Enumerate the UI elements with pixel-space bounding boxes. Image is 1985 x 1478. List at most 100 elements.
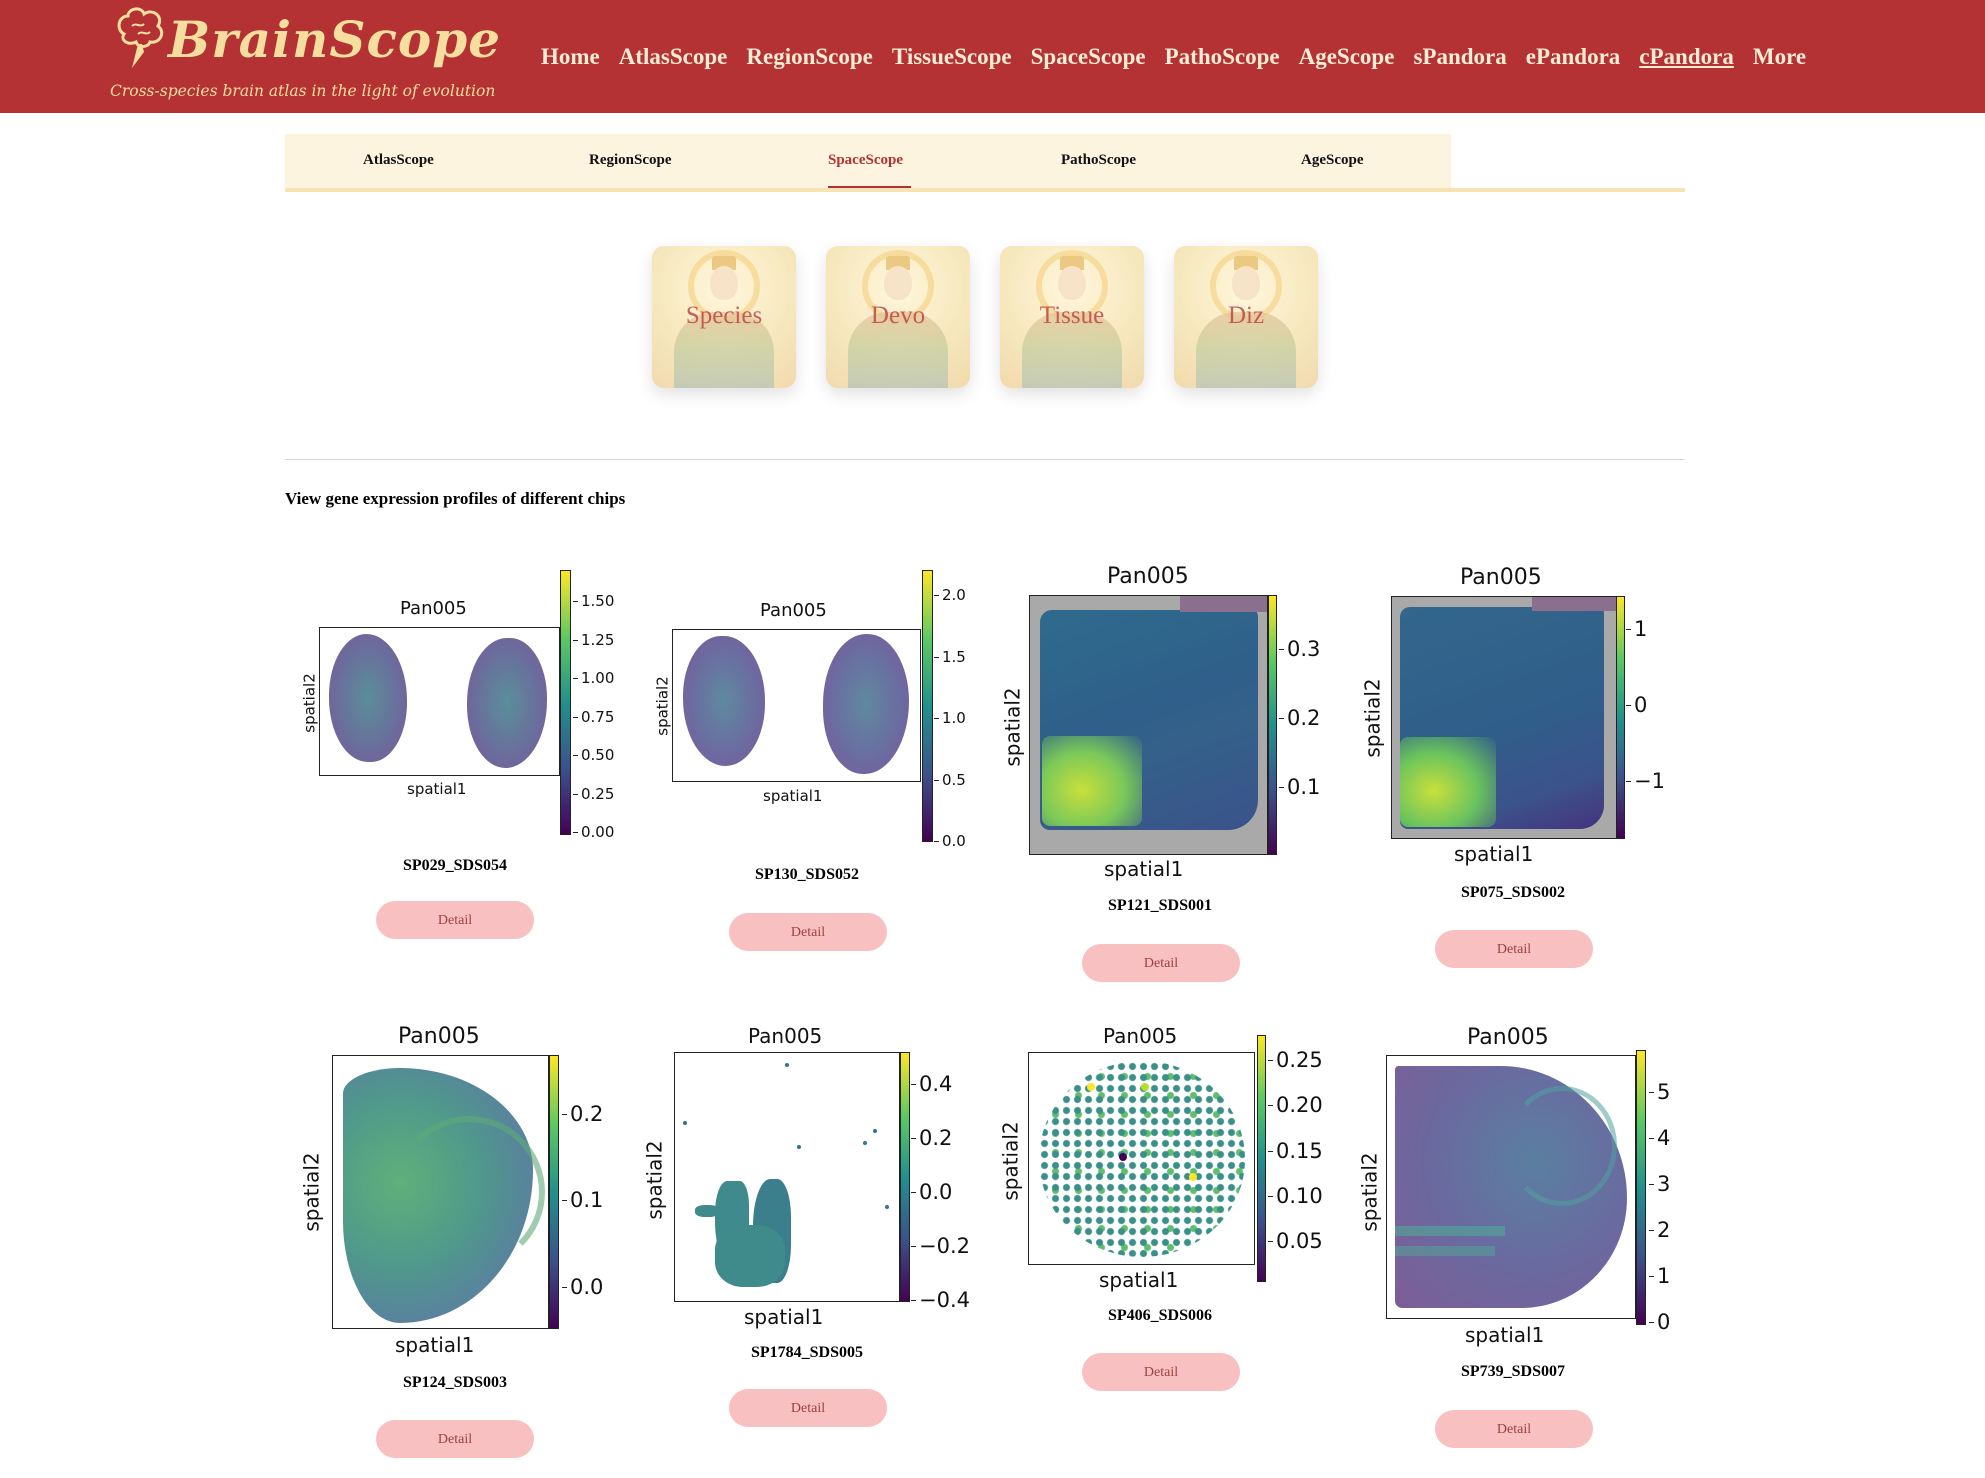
y-axis-label: spatial2 bbox=[1000, 687, 1025, 767]
colorbar-tick: 0.10 bbox=[1268, 1184, 1323, 1208]
colorbar bbox=[560, 570, 571, 835]
detail-button[interactable]: Detail bbox=[1435, 1410, 1593, 1448]
card-species[interactable]: Species bbox=[652, 246, 796, 388]
spatial-plot bbox=[1029, 595, 1268, 855]
spatial-plot bbox=[1028, 1052, 1255, 1265]
detail-button[interactable]: Detail bbox=[729, 1389, 887, 1427]
y-axis-label: spatial2 bbox=[1360, 678, 1385, 758]
colorbar-tick: 1.5 bbox=[934, 648, 966, 666]
nav-tissuescope[interactable]: TissueScope bbox=[891, 44, 1012, 69]
colorbar-tick: −0.2 bbox=[911, 1234, 970, 1258]
spot bbox=[1119, 1153, 1127, 1161]
detail-button[interactable]: Detail bbox=[376, 901, 534, 939]
nav-regionscope[interactable]: RegionScope bbox=[746, 44, 873, 69]
card-devo[interactable]: Devo bbox=[826, 246, 970, 388]
spot bbox=[785, 1063, 789, 1067]
colorbar-tick: 0.00 bbox=[572, 823, 615, 841]
detail-button[interactable]: Detail bbox=[1082, 1353, 1240, 1391]
plot-title: Pan005 bbox=[400, 598, 467, 619]
brainscope-logo[interactable]: BrainScope Cross-species brain atlas in … bbox=[110, 4, 510, 110]
plot-title: Pan005 bbox=[1107, 564, 1189, 589]
card-overlay bbox=[1174, 246, 1318, 388]
tissue-section bbox=[467, 638, 547, 768]
chip-name: SP075_SDS002 bbox=[1460, 884, 1566, 901]
spot bbox=[1087, 1083, 1095, 1091]
x-axis-label: spatial1 bbox=[407, 780, 467, 798]
spot bbox=[885, 1205, 889, 1209]
colorbar-tick: 1.0 bbox=[934, 709, 966, 727]
colorbar bbox=[1636, 1050, 1646, 1325]
x-axis-label: spatial1 bbox=[1104, 857, 1184, 881]
y-axis-label: spatial2 bbox=[300, 673, 319, 733]
tissue-edge bbox=[1532, 597, 1616, 611]
nav-home[interactable]: Home bbox=[541, 44, 600, 69]
spot bbox=[1189, 1173, 1197, 1181]
detail-button[interactable]: Detail bbox=[1082, 944, 1240, 982]
figure-robe bbox=[674, 312, 774, 388]
colorbar-tick: 0.20 bbox=[1268, 1093, 1323, 1117]
tab-spacescope[interactable]: SpaceScope bbox=[828, 152, 903, 168]
y-axis-label: spatial2 bbox=[642, 1140, 667, 1220]
colorbar-tick: 1.25 bbox=[572, 631, 615, 649]
x-axis-label: spatial1 bbox=[1099, 1268, 1179, 1292]
nav-agescope[interactable]: AgeScope bbox=[1298, 44, 1395, 69]
high-expression-region bbox=[1042, 736, 1142, 826]
detail-button[interactable]: Detail bbox=[1435, 930, 1593, 968]
sub-nav-tabs: AtlasScope RegionScope SpaceScope PathoS… bbox=[285, 134, 1451, 188]
nav-more[interactable]: More bbox=[1752, 44, 1807, 69]
tissue-edge bbox=[1180, 596, 1267, 612]
colorbar-tick: 0.3 bbox=[1278, 637, 1321, 661]
detail-button[interactable]: Detail bbox=[376, 1420, 534, 1458]
nav-spacescope[interactable]: SpaceScope bbox=[1030, 44, 1146, 69]
colorbar-tick: 0.75 bbox=[572, 708, 615, 726]
y-axis-label: spatial2 bbox=[299, 1152, 324, 1232]
colorbar-tick: 0.5 bbox=[934, 771, 966, 789]
figure-robe bbox=[1196, 312, 1296, 388]
detail-button[interactable]: Detail bbox=[729, 913, 887, 951]
nav-epandora[interactable]: ePandora bbox=[1525, 44, 1621, 69]
colorbar-tick: 0.25 bbox=[572, 785, 615, 803]
colorbar-tick: 0.50 bbox=[572, 746, 615, 764]
figure-robe bbox=[848, 312, 948, 388]
chip-name: SP406_SDS006 bbox=[1107, 1307, 1213, 1324]
colorbar-tick: 0.2 bbox=[1278, 706, 1321, 730]
chip-name: SP029_SDS054 bbox=[402, 857, 508, 874]
colorbar-tick: 0.0 bbox=[910, 1180, 953, 1204]
colorbar-tick: 0.15 bbox=[1268, 1139, 1323, 1163]
section-title: View gene expression profiles of differe… bbox=[285, 489, 626, 508]
chip-name: SP124_SDS003 bbox=[402, 1374, 508, 1391]
chip-name: SP739_SDS007 bbox=[1460, 1363, 1566, 1380]
colorbar-tick: 0.05 bbox=[1268, 1229, 1323, 1253]
tab-regionscope[interactable]: RegionScope bbox=[589, 152, 672, 168]
tab-agescope[interactable]: AgeScope bbox=[1301, 152, 1364, 168]
nav-atlasscope[interactable]: AtlasScope bbox=[618, 44, 728, 69]
x-axis-label: spatial1 bbox=[1454, 842, 1534, 866]
colorbar bbox=[1257, 1035, 1266, 1282]
nav-cpandora[interactable]: cPandora bbox=[1639, 44, 1734, 69]
x-axis-label: spatial1 bbox=[744, 1305, 824, 1329]
card-tissue[interactable]: Tissue bbox=[1000, 246, 1144, 388]
y-axis-label: spatial2 bbox=[1357, 1152, 1382, 1232]
spatial-plot bbox=[332, 1055, 549, 1329]
colorbar bbox=[900, 1052, 910, 1302]
colorbar-tick: 0.4 bbox=[910, 1072, 953, 1096]
card-overlay bbox=[1000, 246, 1144, 388]
spatial-plot bbox=[672, 629, 921, 782]
nav-pathoscope[interactable]: PathoScope bbox=[1164, 44, 1280, 69]
tab-atlasscope[interactable]: AtlasScope bbox=[363, 152, 434, 168]
plot-title: Pan005 bbox=[1103, 1024, 1178, 1048]
logo-title: BrainScope bbox=[168, 10, 502, 69]
spot bbox=[683, 1121, 687, 1125]
colorbar-tick: 0.1 bbox=[1278, 775, 1321, 799]
logo-tagline: Cross-species brain atlas in the light o… bbox=[110, 82, 496, 100]
colorbar-tick: 3 bbox=[1648, 1172, 1671, 1196]
tab-pathoscope[interactable]: PathoScope bbox=[1061, 152, 1136, 168]
nav-spandora[interactable]: sPandora bbox=[1413, 44, 1507, 69]
plot-title: Pan005 bbox=[398, 1024, 480, 1049]
colorbar-tick: 0 bbox=[1625, 693, 1648, 717]
brain-icon bbox=[114, 4, 168, 70]
card-diz[interactable]: Diz bbox=[1174, 246, 1318, 388]
spatial-plot bbox=[1386, 1055, 1636, 1319]
colorbar-tick: 1 bbox=[1625, 617, 1648, 641]
colorbar-tick: 4 bbox=[1648, 1126, 1671, 1150]
